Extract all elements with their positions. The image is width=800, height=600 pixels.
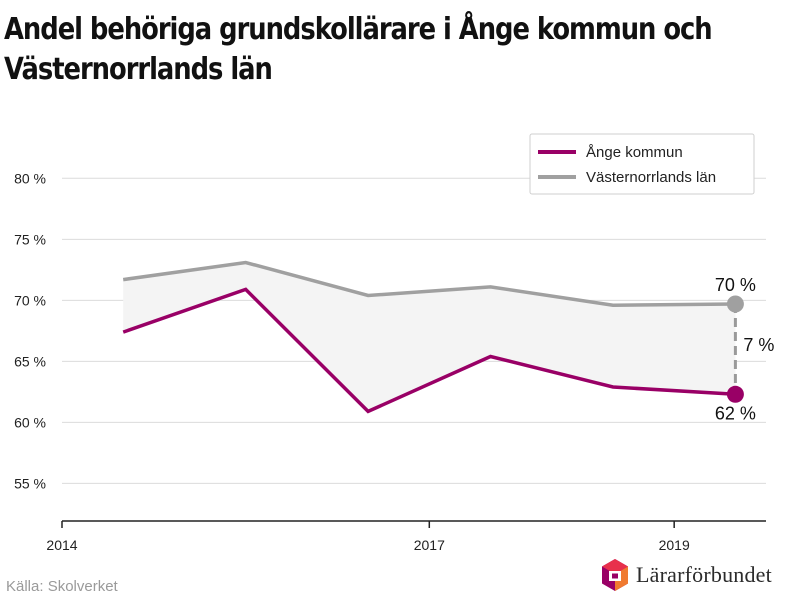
x-tick-label: 2014 [46, 537, 77, 553]
legend: Ånge kommun Västernorrlands län [529, 133, 755, 195]
x-tick-label: 2019 [659, 537, 690, 553]
end-point-marker [726, 295, 744, 313]
y-tick-label: 80 % [14, 170, 46, 186]
series-line [122, 260, 736, 307]
legend-label: Ånge kommun [586, 144, 683, 161]
y-tick-label: 70 % [14, 292, 46, 308]
gap-band [123, 262, 736, 412]
end-point-marker [726, 385, 744, 403]
chart-title-line-2: Västernorrlands län [4, 52, 273, 87]
y-tick-label: 65 % [14, 353, 46, 369]
legend-box [529, 133, 755, 195]
y-tick-label: 75 % [14, 231, 46, 247]
annotations: 70 % 62 % 7 % [715, 275, 775, 423]
brand-logo: Lärarförbundet [600, 555, 772, 595]
source-note: Källa: Skolverket [6, 578, 118, 595]
series-lines [122, 260, 736, 414]
y-tick-label: 60 % [14, 414, 46, 430]
chart-title-line-1: Andel behöriga grundskollärare i Ånge ko… [4, 12, 713, 47]
gap-label: 7 % [743, 335, 774, 355]
data-label: 62 % [715, 403, 756, 423]
data-label: 70 % [715, 275, 756, 295]
x-tick-label: 2017 [414, 537, 445, 553]
chart-title: Andel behöriga grundskollärare i Ånge ko… [4, 10, 713, 90]
series-line [122, 287, 736, 414]
lararforbundet-logo-icon [602, 559, 628, 591]
x-axis: 2014 2017 2019 [46, 520, 766, 553]
legend-label: Västernorrlands län [586, 169, 716, 186]
logo-text: Lärarförbundet [636, 562, 772, 587]
y-tick-label: 55 % [14, 475, 46, 491]
